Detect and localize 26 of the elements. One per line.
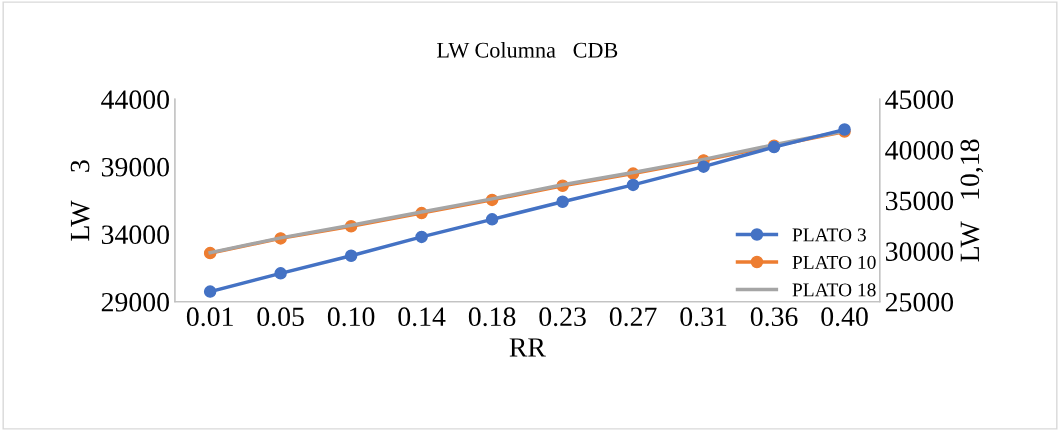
y2-tick-label: 45000 (885, 90, 954, 110)
x-tick-label: 0.05 (257, 307, 304, 327)
legend-label: PLATO 3 (792, 228, 866, 242)
y2-tick-label: 35000 (885, 191, 954, 211)
x-tick-label: 0.01 (186, 307, 233, 327)
x-tick-label: 0.31 (680, 307, 727, 327)
y-tick-label: 44000 (101, 90, 169, 110)
y2-tick-label: 30000 (885, 242, 954, 261)
legend-label: PLATO 18 (792, 283, 876, 297)
y-tick-label: 34000 (101, 225, 169, 245)
y2-axis-title: LW 10,18 (960, 139, 984, 262)
x-tick-label: 0.36 (750, 307, 798, 327)
x-tick-label: 0.10 (327, 307, 375, 327)
x-tick-label: 0.18 (468, 307, 516, 327)
y-tick-label: 29000 (101, 292, 169, 312)
x-axis-title: RR (509, 338, 546, 357)
legend-label: PLATO 10 (792, 255, 876, 269)
y-tick-label: 39000 (101, 157, 169, 177)
x-tick-label: 0.40 (821, 307, 868, 327)
y2-tick-label: 25000 (885, 292, 954, 312)
x-tick-label: 0.27 (609, 307, 657, 327)
chart-title: LW Columna CDB (437, 42, 618, 58)
y-axis-title: LW 3 (70, 160, 90, 241)
x-tick-label: 0.14 (398, 307, 446, 327)
y2-tick-label: 40000 (885, 140, 954, 160)
x-tick-label: 0.23 (539, 307, 586, 327)
